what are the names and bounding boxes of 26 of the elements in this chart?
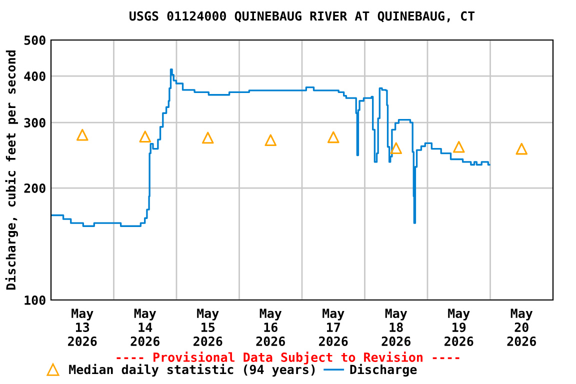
y-tick-label: 200 (24, 183, 46, 193)
y-axis-title: Discharge, cubic feet per second (5, 50, 18, 290)
point (327, 131, 340, 144)
x-tick-label: May 18 2026 (382, 308, 410, 346)
point (139, 130, 152, 142)
x-tick-label: May 15 2026 (194, 308, 222, 346)
legend-label: Discharge (350, 364, 417, 377)
x-tick-label: May 13 2026 (68, 308, 97, 346)
x-tick-label: May 17 2026 (319, 308, 348, 346)
point (390, 142, 402, 154)
x-tick-label: May 14 2026 (130, 308, 160, 346)
text: ---- Provisional Data Subject to Revision ---- (116, 352, 460, 364)
point (516, 142, 528, 155)
y-tick-label: 100 (24, 295, 46, 305)
point (452, 140, 465, 153)
chart-title: USGS 01124000 QUINEBAUG RIVER AT QUINEBAUG, CT (130, 11, 475, 22)
point (76, 128, 88, 141)
x-tick-label: May 19 2026 (444, 308, 474, 346)
y-tick-label: 300 (24, 118, 46, 128)
x-tick-label: May 20 2026 (507, 308, 536, 346)
y-tick-label: 400 (24, 72, 46, 81)
x-tick-label: May 16 2026 (256, 308, 285, 346)
point (264, 134, 277, 146)
point (202, 132, 214, 144)
legend-label: Median daily statistic (94 years) (69, 364, 315, 377)
y-tick-label: 500 (24, 35, 46, 45)
